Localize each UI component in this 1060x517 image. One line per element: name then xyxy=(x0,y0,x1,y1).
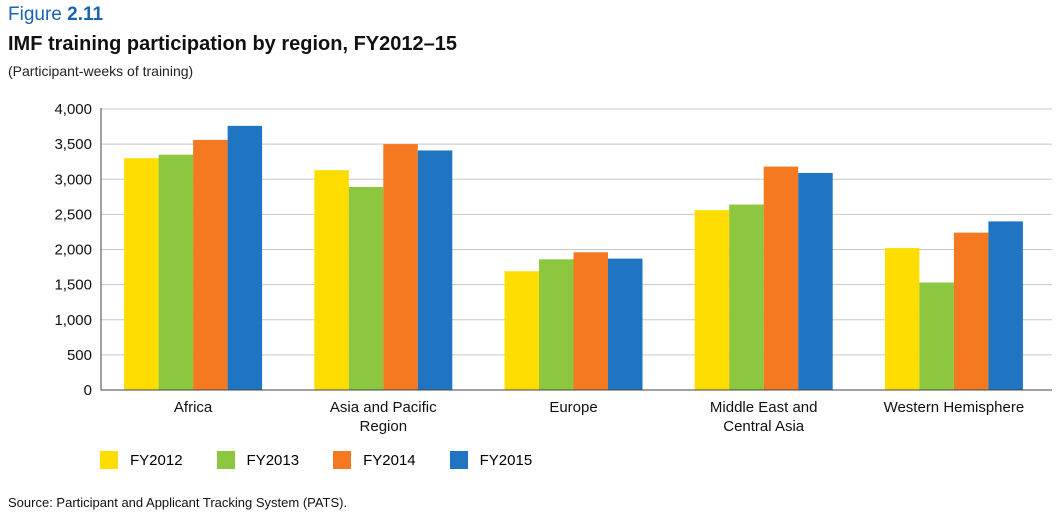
bar-fy2014 xyxy=(953,232,989,390)
y-tick-label: 2,000 xyxy=(54,242,92,259)
x-category-label: Europe xyxy=(549,399,597,416)
chart-legend: FY2012 FY2013 FY2014 FY2015 xyxy=(100,451,566,469)
bar-fy2014 xyxy=(573,252,608,390)
bar-fy2015 xyxy=(608,258,643,390)
y-tick-label: 3,500 xyxy=(54,136,92,153)
y-tick-label: 1,500 xyxy=(54,277,92,294)
bar-fy2015 xyxy=(798,172,833,390)
bar-fy2013 xyxy=(729,204,764,390)
legend-item: FY2014 xyxy=(333,451,416,469)
bar-fy2015 xyxy=(988,221,1023,390)
legend-swatch xyxy=(333,451,352,469)
legend-label: FY2014 xyxy=(363,451,416,469)
legend-item: FY2015 xyxy=(449,451,533,469)
y-tick-label: 2,500 xyxy=(54,206,92,223)
chart-subtitle: (Participant-weeks of training) xyxy=(8,63,194,79)
x-category-label: Asia and Pacific xyxy=(330,399,437,416)
legend-label: FY2013 xyxy=(246,451,300,469)
bar-fy2012 xyxy=(504,271,539,390)
figure-number: 2.11 xyxy=(67,4,104,25)
y-tick-label: 1,000 xyxy=(54,312,92,329)
bar-fy2013 xyxy=(348,186,384,390)
y-tick-label: 0 xyxy=(84,382,92,399)
source-note: Source: Participant and Applicant Tracki… xyxy=(8,495,348,510)
legend-swatch xyxy=(100,451,118,469)
legend-item: FY2013 xyxy=(216,451,300,469)
bar-fy2014 xyxy=(193,139,228,390)
x-category-label: Middle East and xyxy=(710,399,818,416)
x-category-label: Region xyxy=(360,418,408,435)
bar-fy2013 xyxy=(919,282,954,390)
legend-swatch xyxy=(216,451,235,469)
bar-fy2013 xyxy=(158,154,194,390)
bar-fy2012 xyxy=(314,170,349,390)
x-category-label: Central Asia xyxy=(723,418,805,435)
bar-fy2014 xyxy=(763,166,799,390)
figure-label-prefix: Figure xyxy=(8,4,62,25)
legend-item: FY2012 xyxy=(100,451,183,469)
bar-fy2015 xyxy=(417,150,453,390)
legend-label: FY2015 xyxy=(479,451,533,469)
bar-fy2012 xyxy=(124,158,159,390)
bar-fy2015 xyxy=(227,125,263,391)
x-category-label: Western Hemisphere xyxy=(884,399,1025,416)
bar-fy2012 xyxy=(884,248,920,390)
x-category-label: Africa xyxy=(174,399,213,416)
bar-fy2013 xyxy=(539,259,574,390)
y-tick-label: 3,000 xyxy=(54,171,92,188)
legend-label: FY2012 xyxy=(130,451,183,469)
figure-label: Figure 2.11 xyxy=(8,4,103,26)
y-tick-label: 500 xyxy=(67,347,92,364)
chart-title: IMF training participation by region, FY… xyxy=(8,33,457,55)
bar-fy2012 xyxy=(694,210,730,390)
legend-swatch xyxy=(449,451,468,469)
bar-fy2014 xyxy=(383,144,418,390)
y-tick-label: 4,000 xyxy=(54,101,92,118)
